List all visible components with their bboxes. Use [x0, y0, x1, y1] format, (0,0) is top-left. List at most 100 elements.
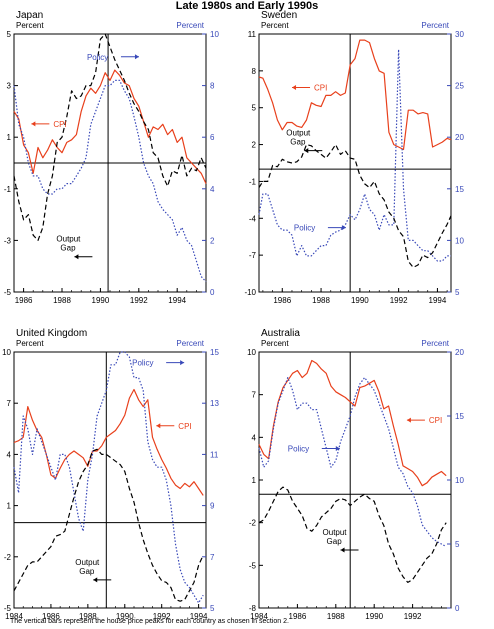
right-tick-label: 20	[455, 133, 464, 142]
series-line-gap	[13, 448, 204, 602]
x-tick-label: 1992	[390, 296, 408, 305]
right-tick-label: 5	[455, 540, 460, 549]
annotation-label: CPI	[429, 416, 442, 425]
annotation-label: Output	[323, 528, 348, 537]
annotation-label: CPI	[314, 84, 327, 93]
annotation-cpi: CPI	[292, 84, 327, 93]
annotation-label: Gap	[60, 244, 76, 253]
left-tick-label: 7	[252, 391, 257, 400]
annotation-label: Policy	[294, 224, 315, 233]
x-tick-label: 1988	[53, 296, 71, 305]
left-tick-label: -3	[4, 236, 12, 245]
right-tick-label: 6	[210, 133, 215, 142]
annotation-arrow-head	[406, 417, 411, 423]
annotation-label: Gap	[327, 537, 343, 546]
left-tick-label: -10	[244, 288, 256, 297]
left-tick-label: 4	[252, 433, 257, 442]
left-tick-label: -2	[4, 553, 12, 562]
x-tick-label: 1990	[351, 296, 369, 305]
right-tick-label: 0	[455, 604, 460, 613]
right-axis-title: Percent	[421, 339, 449, 348]
series-line-policy	[13, 351, 204, 604]
left-tick-label: 1	[7, 133, 12, 142]
annotation-arrow-head	[134, 54, 139, 60]
annotation-label: CPI	[53, 120, 66, 129]
left-axis-title: Percent	[261, 339, 289, 348]
right-axis-title: Percent	[421, 21, 449, 30]
annotation-label: Policy	[87, 53, 108, 62]
series-line-policy	[13, 79, 207, 283]
series-line-gap	[13, 33, 207, 241]
plot-frame	[258, 33, 452, 293]
x-tick-label: 1990	[116, 612, 134, 621]
annotation-cpi: CPI	[156, 422, 192, 431]
annotation-arrow-head	[180, 360, 185, 366]
x-tick-label: 1992	[404, 612, 422, 621]
page-title: Late 1980s and Early 1990s	[175, 0, 319, 12]
annotation-arrow-head	[341, 225, 346, 231]
right-tick-label: 15	[210, 348, 219, 357]
right-tick-label: 11	[210, 450, 219, 459]
panel-title: United Kingdom	[16, 328, 87, 339]
right-tick-label: 2	[210, 236, 215, 245]
right-tick-label: 9	[210, 502, 215, 511]
left-tick-label: 8	[252, 67, 257, 76]
annotation-arrow-head	[93, 577, 98, 583]
x-tick-label: 1988	[79, 612, 97, 621]
right-tick-label: 10	[210, 30, 219, 39]
left-axis-title: Percent	[16, 339, 44, 348]
series-line-policy	[258, 48, 451, 262]
annotation-label: Gap	[79, 567, 95, 576]
panel-title: Sweden	[261, 10, 297, 21]
series-line-cpi	[13, 69, 207, 184]
right-tick-label: 20	[455, 348, 464, 357]
annotation-arrow-head	[304, 148, 309, 154]
left-tick-label: 5	[7, 30, 12, 39]
right-tick-label: 5	[210, 604, 215, 613]
series-line-cpi	[13, 388, 204, 496]
left-tick-label: 1	[252, 476, 257, 485]
left-tick-label: -7	[249, 251, 257, 260]
left-tick-label: 7	[7, 399, 12, 408]
panel-title: Japan	[16, 10, 43, 21]
annotation-policy: Policy	[132, 359, 185, 368]
x-tick-label: 1994	[190, 612, 208, 621]
footnote: The vertical bars represent the house pr…	[10, 618, 289, 625]
left-tick-label: -5	[4, 604, 12, 613]
right-tick-label: 15	[455, 412, 464, 421]
annotation-arrow-head	[74, 254, 79, 260]
left-tick-label: 1	[7, 502, 12, 511]
x-tick-label: 1986	[273, 296, 291, 305]
series-line-gap	[258, 486, 447, 584]
x-tick-label: 1990	[365, 612, 383, 621]
left-tick-label: -5	[4, 288, 12, 297]
annotation-label: Gap	[290, 138, 306, 147]
annotation-label: Output	[56, 235, 81, 244]
left-tick-label: 10	[247, 348, 256, 357]
annotation-label: Output	[286, 129, 311, 138]
right-tick-label: 8	[210, 82, 215, 91]
right-tick-label: 5	[455, 288, 460, 297]
right-axis-title: Percent	[176, 339, 204, 348]
right-tick-label: 30	[455, 30, 464, 39]
left-tick-label: 4	[7, 450, 12, 459]
annotation-cpi: CPI	[31, 120, 67, 129]
left-axis-title: Percent	[261, 21, 289, 30]
annotation-policy: Policy	[294, 224, 346, 233]
annotation-cpi: CPI	[406, 416, 442, 425]
x-tick-label: 1984	[5, 612, 23, 621]
left-tick-label: -5	[249, 561, 257, 570]
annotation-label: CPI	[178, 422, 191, 431]
series-line-cpi	[258, 39, 452, 151]
left-axis-title: Percent	[16, 21, 44, 30]
left-tick-label: -8	[249, 604, 257, 613]
right-tick-label: 7	[210, 553, 215, 562]
left-tick-label: -1	[249, 177, 257, 186]
annotation-arrow-head	[340, 547, 345, 553]
right-tick-label: 13	[210, 399, 219, 408]
